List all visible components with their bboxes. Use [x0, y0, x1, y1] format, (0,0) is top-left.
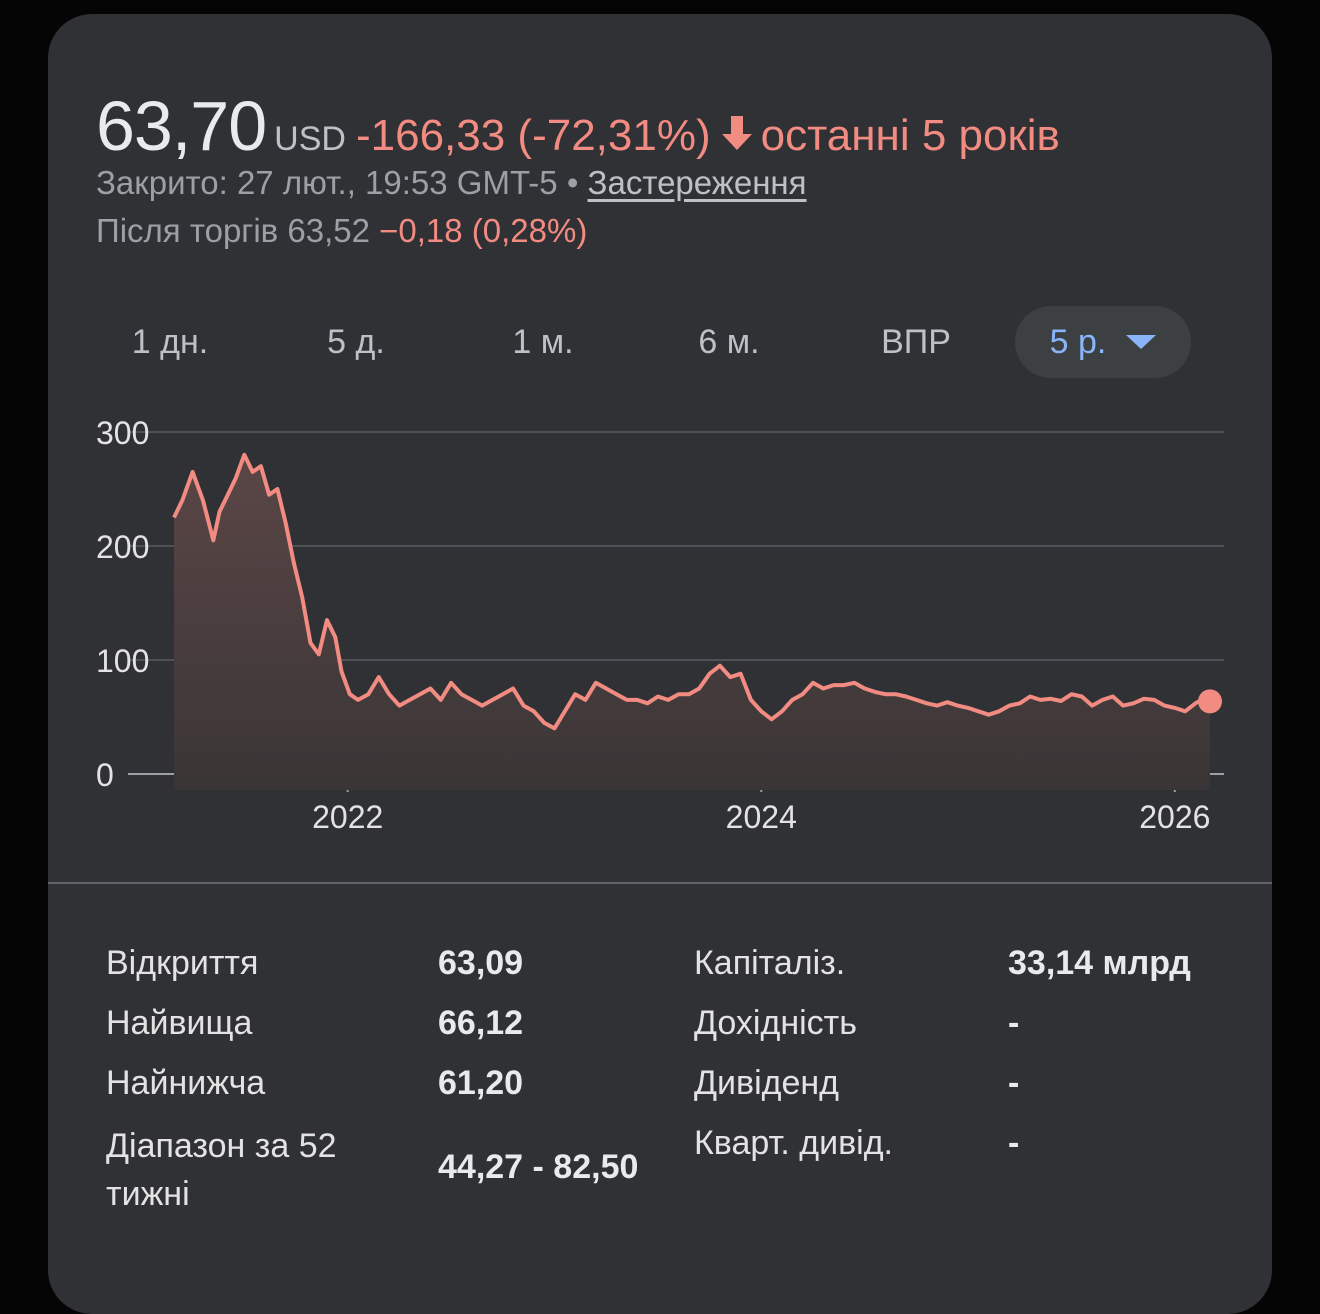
after-hours-change: −0,18 (0,28%)	[379, 212, 588, 249]
tab-label: 6 м.	[698, 323, 760, 361]
tab-6-months[interactable]: 6 м.	[676, 306, 782, 378]
y-tick-label: 100	[96, 643, 149, 679]
current-price: 63,70	[96, 87, 267, 165]
stat-label-high: Найвища	[106, 1004, 253, 1042]
tab-5-days[interactable]: 5 д.	[303, 306, 409, 378]
stat-value-quarterly-dividend: -	[1008, 1124, 1020, 1162]
dropdown-caret-icon	[1126, 335, 1157, 349]
tab-ytd[interactable]: ВПР	[863, 306, 969, 378]
y-tick-label: 200	[96, 529, 149, 565]
x-tick-label: 2022	[312, 799, 383, 835]
price-chart[interactable]: 300 200 100 0 2022 2024 2026	[48, 394, 1272, 864]
stat-value-dividend: -	[1008, 1064, 1020, 1102]
stat-label-open: Відкриття	[106, 944, 259, 982]
stat-value-52-week-range: 44,27 - 82,50	[438, 1148, 639, 1186]
range-tabs: 1 дн. 5 д. 1 м. 6 м. ВПР 5 р.	[48, 306, 1272, 378]
y-tick-label: 0	[96, 757, 114, 793]
stat-value-high: 66,12	[438, 1004, 524, 1042]
after-hours-label: Після торгів 63,52	[96, 212, 380, 249]
stat-value-market-cap: 33,14 млрд	[1008, 944, 1191, 982]
stat-label-dividend: Дивіденд	[694, 1064, 839, 1102]
after-hours: Після торгів 63,52 −0,18 (0,28%)	[96, 212, 587, 250]
stat-value-low: 61,20	[438, 1064, 524, 1102]
arrow-down-icon	[721, 116, 752, 150]
x-tick-label: 2024	[726, 799, 797, 835]
tab-label: 1 дн.	[131, 323, 209, 361]
divider	[48, 882, 1272, 884]
price-line	[172, 452, 1211, 731]
stat-value-open: 63,09	[438, 944, 524, 982]
currency: USD	[274, 120, 346, 158]
price-change: -166,33 (-72,31%)	[355, 111, 711, 160]
tab-1-month[interactable]: 1 м.	[490, 306, 596, 378]
tab-5-years[interactable]: 5 р.	[1015, 306, 1191, 378]
stock-card: 63,70 USD -166,33 (-72,31%) останні 5 років…	[48, 14, 1272, 1314]
closed-status: Закрито: 27 лют., 19:53 GMT-5 • Застереж…	[96, 164, 807, 202]
stat-label-yield: Дохідність	[694, 1004, 857, 1042]
stat-value-yield: -	[1008, 1004, 1020, 1042]
current-price-dot	[1198, 689, 1222, 714]
stat-label-market-cap: Капіталіз.	[694, 944, 846, 982]
closed-text: Закрито: 27 лют., 19:53 GMT-5 •	[96, 164, 588, 201]
y-tick-label: 300	[96, 415, 149, 451]
tab-label: ВПР	[881, 323, 951, 361]
stat-label-quarterly-dividend: Кварт. дивід.	[694, 1124, 893, 1162]
price-row: 63,70 USD -166,33 (-72,31%) останні 5 років	[96, 86, 1060, 166]
price-area	[174, 454, 1210, 790]
stat-label-52-week-range: Діапазон за 52 тижні	[106, 1127, 337, 1213]
tab-label: 5 р.	[1049, 323, 1107, 361]
tab-1-day[interactable]: 1 дн.	[118, 306, 222, 378]
disclaimer-link[interactable]: Застереження	[587, 164, 807, 201]
change-period: останні 5 років	[760, 111, 1060, 160]
x-tick-label: 2026	[1139, 799, 1210, 835]
tab-label: 1 м.	[512, 323, 574, 361]
stat-label-low: Найнижча	[106, 1064, 266, 1102]
tab-label: 5 д.	[327, 323, 385, 361]
